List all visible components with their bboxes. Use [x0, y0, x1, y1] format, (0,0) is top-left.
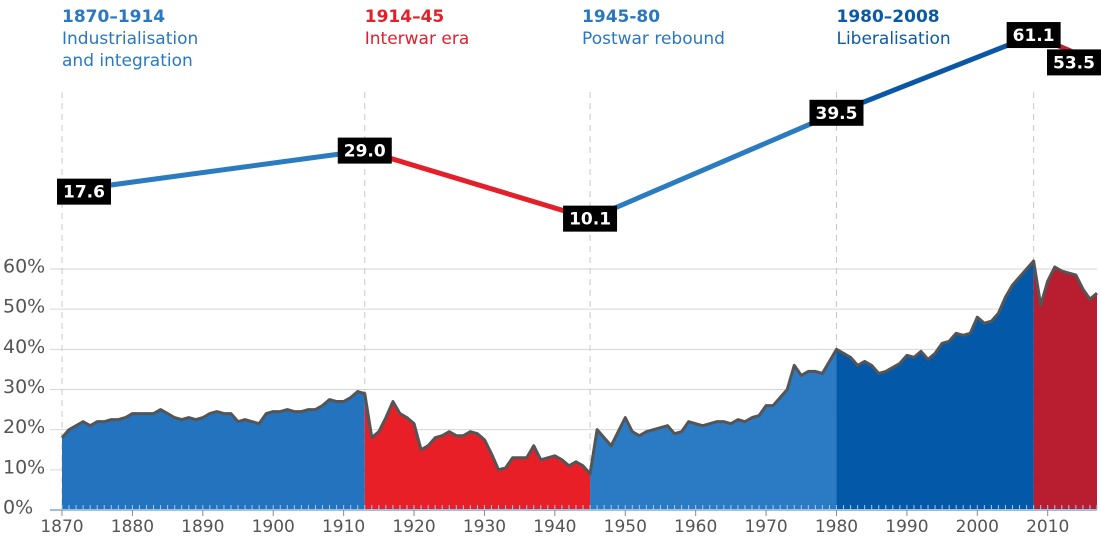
x-tick-label: 1910 — [322, 517, 365, 537]
x-tick-label: 2010 — [1026, 517, 1069, 537]
x-tick-label: 1900 — [252, 517, 295, 537]
milestone-line — [59, 148, 368, 195]
era-period: 1914–45 — [364, 7, 445, 27]
y-tick-label: 60% — [3, 256, 45, 278]
milestone-line — [587, 110, 839, 222]
era-period: 1980–2008 — [836, 7, 940, 27]
era-label: 1914–45 Interwar era — [365, 6, 595, 50]
x-tick-label: 1970 — [744, 517, 787, 537]
y-tick-label: 10% — [3, 456, 45, 478]
x-tick-label: 1960 — [674, 517, 717, 537]
x-tick-label: 1990 — [885, 517, 928, 537]
milestone-line — [833, 32, 1037, 116]
value-label-box — [563, 205, 618, 232]
value-label: 61.1 — [1013, 26, 1055, 46]
y-tick-label: 0% — [3, 497, 33, 519]
x-tick-label: 1930 — [463, 517, 506, 537]
era-label: 1945-80 Postwar rebound — [582, 6, 812, 50]
area-segment — [62, 391, 365, 510]
value-label-box — [1047, 49, 1101, 76]
era-name: Industrialisation and integration — [62, 29, 199, 71]
x-tick-label: 1890 — [181, 517, 224, 537]
x-tick-label: 1950 — [604, 517, 647, 537]
value-label-box — [57, 178, 111, 205]
era-name: Liberalisation — [836, 29, 951, 49]
value-label: 39.5 — [816, 104, 858, 124]
area-segment — [590, 349, 837, 510]
era-name: Interwar era — [364, 29, 470, 49]
x-tick-label: 1880 — [111, 517, 154, 537]
era-label: 1980–2008 Liberalisation — [836, 6, 1066, 50]
y-tick-label: 40% — [3, 336, 45, 358]
y-tick-label: 20% — [3, 416, 45, 438]
value-label: 10.1 — [569, 210, 611, 230]
era-period: 1945-80 — [582, 7, 661, 27]
value-label-box — [1006, 22, 1061, 49]
era-label: 1870–1914 Industrialisation and integrati… — [62, 6, 212, 72]
value-label: 53.5 — [1053, 53, 1095, 73]
x-tick-label: 1940 — [533, 517, 576, 537]
y-tick-label: 30% — [3, 376, 45, 398]
x-tick-label: 1870 — [40, 517, 83, 537]
x-tick-label: 1920 — [392, 517, 435, 537]
area-outline — [60, 259, 1098, 476]
value-label-box — [809, 99, 864, 126]
value-label-box — [337, 137, 392, 164]
x-tick-label: 1980 — [815, 517, 858, 537]
value-label: 29.0 — [344, 142, 386, 162]
area-segment — [364, 393, 591, 510]
area-segment — [1033, 260, 1097, 510]
era-period: 1870–1914 — [62, 7, 166, 27]
x-tick-label: 2000 — [956, 517, 999, 537]
milestone-line — [362, 148, 593, 222]
y-tick-label: 50% — [3, 296, 45, 318]
value-label: 17.6 — [63, 183, 105, 203]
era-name: Postwar rebound — [582, 29, 725, 49]
